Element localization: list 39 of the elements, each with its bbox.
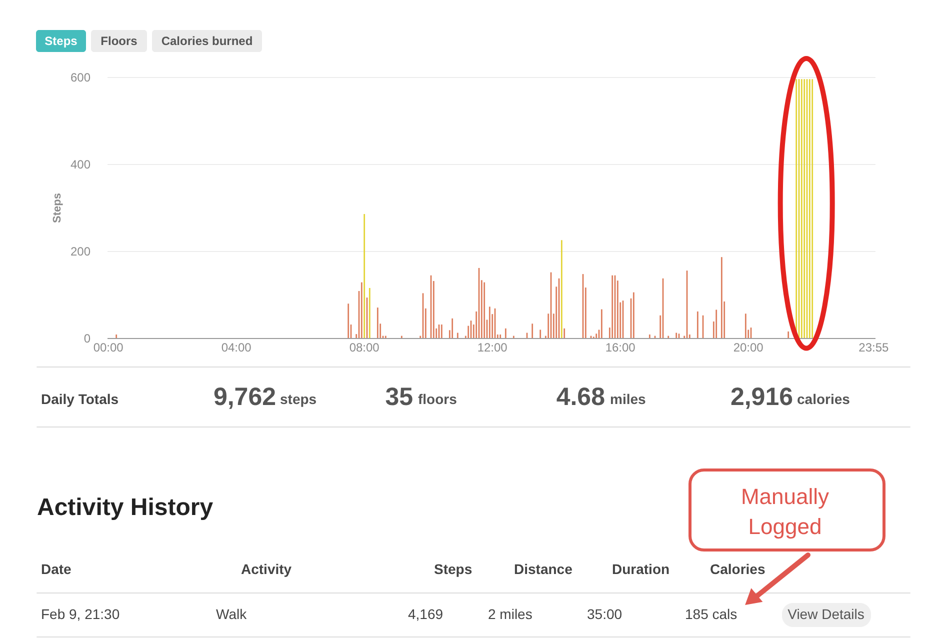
text: Activity History: [37, 494, 214, 521]
text: 2 miles: [488, 606, 532, 622]
text: steps: [280, 391, 317, 407]
x-tick-label: 20:00: [733, 340, 764, 354]
x-tick-label: 04:00: [221, 340, 252, 354]
text: calories: [797, 391, 850, 407]
text: 35:00: [587, 606, 622, 622]
text: Duration: [612, 561, 670, 577]
text: floors: [418, 391, 458, 407]
text: Calories: [710, 561, 766, 577]
text: Distance: [514, 561, 573, 577]
text: View Details: [788, 606, 864, 622]
text: Feb 9, 21:30: [41, 606, 120, 622]
text: Floors: [100, 34, 138, 48]
y-tick-label: 600: [70, 70, 91, 84]
y-tick-label: 200: [70, 244, 91, 258]
text: Steps: [434, 561, 472, 577]
y-axis-title: Steps: [51, 193, 64, 223]
y-tick-label: 0: [84, 332, 91, 346]
text: Activity: [241, 561, 292, 577]
text: 9,762: [213, 383, 276, 411]
text: 4,169: [408, 606, 444, 622]
text: Manually Logged: [740, 484, 830, 539]
text: 2,916: [730, 383, 793, 411]
text: Steps: [44, 34, 78, 48]
text: Walk: [216, 606, 248, 622]
text: Daily Totals: [41, 391, 119, 407]
text: Date: [41, 561, 72, 577]
x-tick-label: 23:55: [858, 340, 890, 354]
x-tick-label: 16:00: [605, 340, 636, 354]
x-tick-label: 08:00: [349, 340, 380, 354]
text: 35: [385, 383, 414, 411]
text: 4.68: [556, 383, 606, 411]
text: 185 cals: [685, 606, 738, 622]
x-tick-label: 00:00: [93, 340, 124, 354]
text: miles: [610, 391, 646, 407]
y-tick-label: 400: [70, 158, 91, 172]
x-tick-label: 12:00: [477, 340, 508, 354]
text: Calories burned: [161, 34, 253, 48]
